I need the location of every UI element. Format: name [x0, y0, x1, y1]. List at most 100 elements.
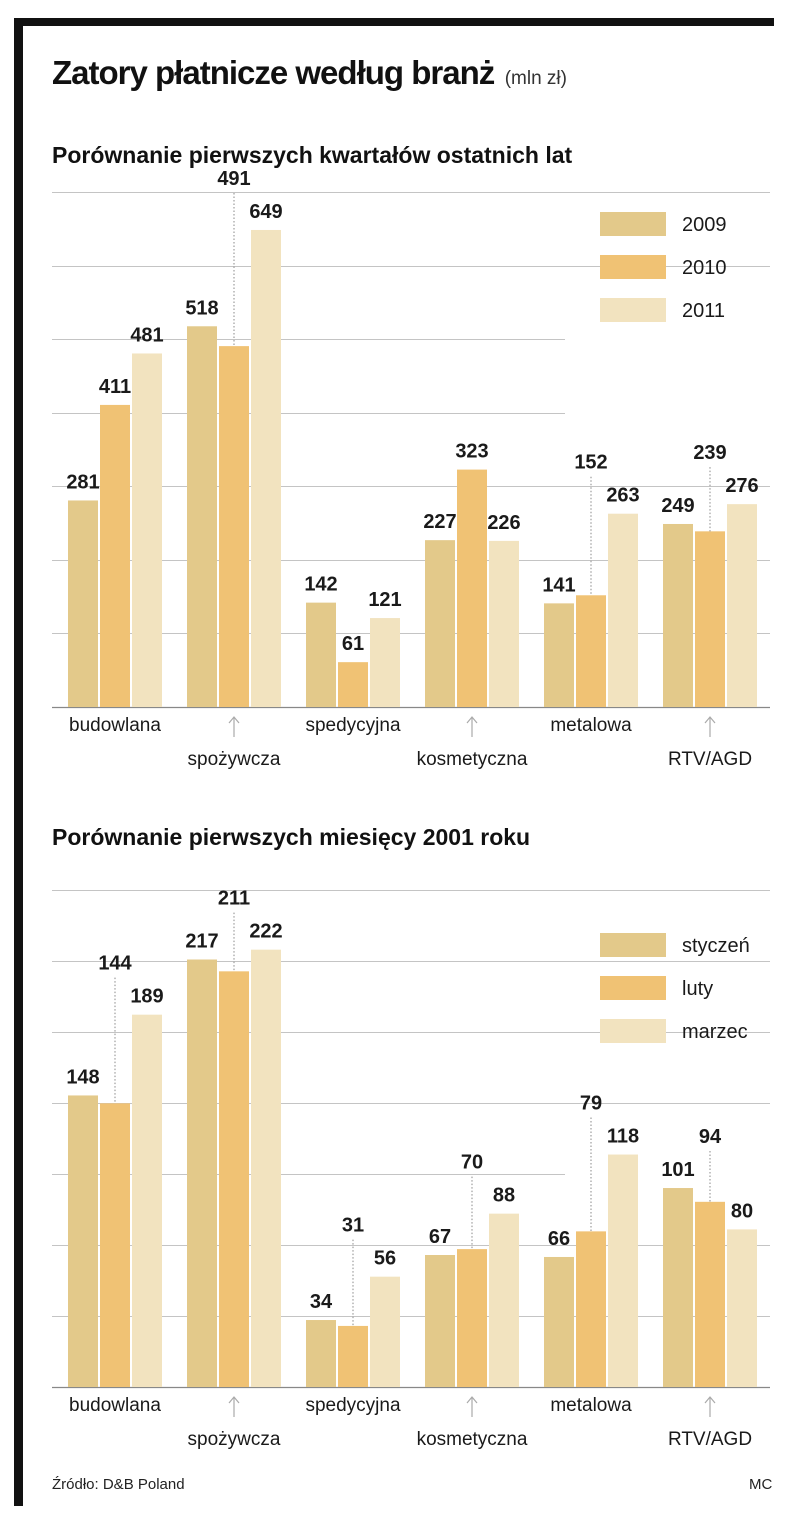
- units-label: (mln zł): [504, 68, 567, 89]
- source-note: Źródło: D&B Poland: [52, 1476, 185, 1493]
- data-label: 481: [130, 324, 163, 346]
- data-label: 66: [548, 1228, 570, 1250]
- bar: [100, 1103, 130, 1387]
- bar: [219, 971, 249, 1387]
- bar: [306, 602, 336, 707]
- category-label: budowlana: [69, 1395, 161, 1416]
- frame-top-bar: [14, 18, 774, 26]
- data-label: 101: [661, 1159, 694, 1181]
- bar: [251, 949, 281, 1387]
- bar: [608, 1154, 638, 1387]
- category-label: budowlana: [69, 715, 161, 736]
- data-label: 491: [217, 168, 250, 190]
- page-title: Zatory płatnicze według branż: [52, 54, 495, 91]
- bar: [370, 618, 400, 707]
- legend-label: 2009: [682, 214, 727, 236]
- bar: [338, 1325, 368, 1387]
- legend-label: 2010: [682, 257, 727, 279]
- bar: [187, 959, 217, 1387]
- category-label: spożywcza: [188, 1429, 281, 1450]
- bar: [251, 229, 281, 708]
- bar: [457, 469, 487, 707]
- data-label: 263: [606, 485, 639, 507]
- bar: [727, 1229, 757, 1387]
- category-label: RTV/AGD: [668, 749, 752, 770]
- chart-2-title: Porównanie pierwszych miesięcy 2001 roku: [52, 824, 531, 850]
- bar: [489, 540, 519, 707]
- bar: [338, 662, 368, 707]
- bar: [306, 1320, 336, 1387]
- data-label: 217: [185, 931, 218, 953]
- data-label: 88: [493, 1185, 515, 1207]
- arrow-up-icon: [704, 716, 716, 724]
- legend-swatch: [600, 933, 666, 957]
- title-row: Zatory płatnicze według branż (mln zł): [52, 54, 567, 92]
- data-label: 61: [342, 633, 364, 655]
- data-label: 70: [461, 1152, 483, 1174]
- arrow-up-icon: [704, 1396, 716, 1404]
- data-label: 144: [98, 953, 132, 975]
- chart-1-title: Porównanie pierwszych kwartałów ostatnic…: [52, 142, 573, 168]
- data-label: 211: [218, 888, 250, 910]
- author-credit: MC: [749, 1476, 773, 1493]
- category-label: spedycyjna: [305, 715, 400, 736]
- data-label: 94: [699, 1126, 722, 1148]
- legend-swatch: [600, 212, 666, 236]
- data-label: 152: [574, 452, 607, 474]
- data-label: 189: [130, 986, 163, 1008]
- data-label: 518: [185, 297, 218, 319]
- bar: [425, 540, 455, 707]
- frame-left-bar: [14, 18, 23, 1506]
- bar: [544, 603, 574, 707]
- bar: [663, 523, 693, 707]
- category-label: kosmetyczna: [417, 749, 528, 770]
- data-label: 148: [66, 1066, 99, 1088]
- bar: [457, 1249, 487, 1387]
- data-label: 276: [725, 475, 758, 497]
- data-label: 222: [249, 921, 282, 943]
- category-label: metalowa: [550, 1395, 632, 1416]
- category-label: metalowa: [550, 715, 632, 736]
- category-label: RTV/AGD: [668, 1429, 752, 1450]
- data-label: 56: [374, 1248, 396, 1270]
- bar: [187, 326, 217, 707]
- arrow-up-icon: [228, 1396, 240, 1404]
- data-label: 227: [423, 511, 456, 533]
- category-label: kosmetyczna: [417, 1429, 528, 1450]
- bar: [68, 500, 98, 707]
- bar: [219, 346, 249, 707]
- bar: [370, 1276, 400, 1387]
- bar: [132, 353, 162, 707]
- bar: [100, 404, 130, 707]
- data-label: 31: [342, 1215, 364, 1237]
- arrow-up-icon: [466, 1396, 478, 1404]
- legend-label: styczeń: [682, 935, 750, 957]
- legend-swatch: [600, 1019, 666, 1043]
- category-label: spożywcza: [188, 749, 281, 770]
- bar: [727, 504, 757, 707]
- legend-label: luty: [682, 978, 713, 1000]
- legend-label: marzec: [682, 1021, 748, 1043]
- data-label: 79: [580, 1093, 602, 1115]
- bar: [695, 1201, 725, 1387]
- data-label: 118: [607, 1126, 639, 1148]
- legend-label: 2011: [682, 300, 725, 322]
- data-label: 281: [66, 471, 99, 493]
- bar: [608, 513, 638, 707]
- data-label: 411: [99, 376, 131, 398]
- bar: [544, 1256, 574, 1387]
- bar: [489, 1213, 519, 1387]
- data-label: 226: [487, 512, 520, 534]
- legend-swatch: [600, 976, 666, 1000]
- bar: [576, 1231, 606, 1387]
- data-label: 239: [693, 442, 726, 464]
- data-label: 67: [429, 1226, 451, 1248]
- bar: [68, 1095, 98, 1387]
- arrow-up-icon: [228, 716, 240, 724]
- legend-swatch: [600, 255, 666, 279]
- data-label: 649: [249, 201, 282, 223]
- bar: [425, 1255, 455, 1387]
- arrow-up-icon: [466, 716, 478, 724]
- data-label: 323: [455, 441, 488, 463]
